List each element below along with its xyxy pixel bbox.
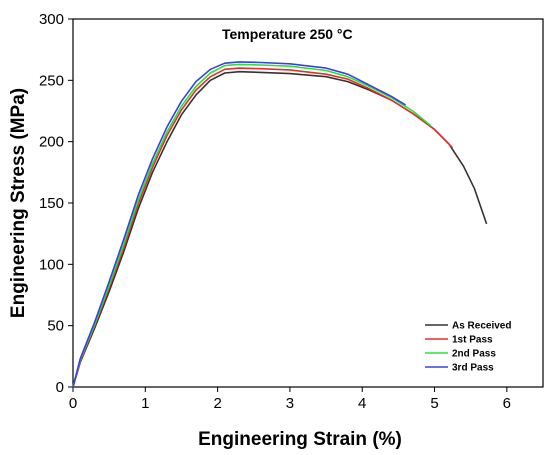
x-tick-label: 3: [286, 395, 294, 412]
series-line: [72, 70, 488, 388]
y-tick-label: 200: [39, 134, 64, 151]
y-tick-label: 150: [39, 195, 64, 212]
legend-label: 2nd Pass: [452, 349, 496, 360]
legend: As Received 1st Pass 2nd Pass 3rd Pass: [425, 321, 511, 374]
axis-ticks: 0 1 2 3 4 5 6 0 50 100 150 200 250 300: [39, 11, 511, 412]
x-tick-label: 1: [141, 395, 149, 412]
series-line: [72, 61, 407, 388]
temperature-annotation: Temperature 250 °C: [222, 26, 353, 42]
series-lines: [72, 61, 488, 388]
x-tick-label: 2: [213, 395, 221, 412]
legend-label: As Received: [452, 321, 511, 332]
y-tick-label: 100: [39, 256, 64, 273]
y-tick-label: 50: [47, 318, 64, 335]
x-tick-label: 5: [430, 395, 438, 412]
y-tick-label: 250: [39, 72, 64, 89]
x-tick-label: 6: [503, 395, 511, 412]
legend-label: 3rd Pass: [452, 363, 494, 374]
series-line: [72, 67, 454, 388]
x-axis-title: Engineering Strain (%): [198, 429, 402, 450]
x-tick-label: 4: [358, 395, 366, 412]
x-tick-label: 0: [69, 395, 77, 412]
legend-label: 1st Pass: [452, 335, 493, 346]
series-line: [72, 63, 432, 388]
plot-frame: [72, 18, 544, 388]
y-tick-label: 0: [56, 379, 64, 396]
y-tick-label: 300: [39, 11, 64, 28]
y-axis-title: Engineering Stress (MPa): [8, 88, 29, 318]
